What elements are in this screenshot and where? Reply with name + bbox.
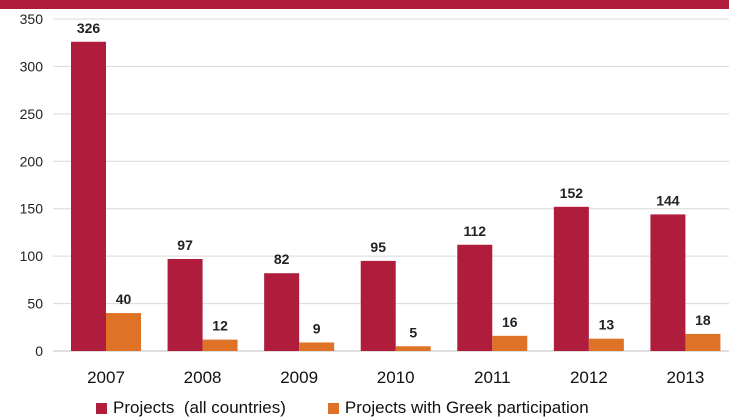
data-label-2010-series-1: 5 [409,324,417,340]
data-label-2010-series-0: 95 [370,239,386,255]
legend: Projects (all countries) Projects with G… [96,397,631,419]
y-tick-label-250: 250 [20,106,44,122]
bar-2008-series-0 [167,258,203,351]
data-label-2011-series-1: 16 [502,314,518,330]
y-tick-label-350: 350 [20,11,44,27]
data-label-2012-series-1: 13 [599,317,615,333]
data-label-2007-series-0: 326 [77,20,101,36]
y-tick-label-100: 100 [20,248,44,264]
bar-2012-series-1 [588,338,624,351]
x-tick-label-2010: 2010 [377,368,415,387]
data-labels: 326 40 97 12 82 9 95 5 112 16 152 13 144 18 [77,20,711,340]
data-label-2013-series-0: 144 [656,192,680,208]
data-label-2007-series-1: 40 [116,291,132,307]
y-tick-label-200: 200 [20,153,44,169]
data-label-2009-series-1: 9 [313,320,321,336]
bar-2010-series-0 [360,260,396,351]
x-tick-label-2011: 2011 [474,368,511,387]
x-tick-label-2007: 2007 [87,368,125,387]
legend-swatch-greek-participation [327,402,339,414]
bars [71,41,721,351]
x-tick-label-2013: 2013 [667,368,705,387]
bar-2011-series-1 [492,335,528,351]
header-band [0,0,729,9]
y-tick-label-150: 150 [20,201,44,217]
data-label-2008-series-1: 12 [212,318,228,334]
bar-2013-series-1 [685,333,721,351]
bar-2012-series-0 [553,206,589,351]
x-tick-label-2009: 2009 [280,368,318,387]
x-tick-label-2012: 2012 [570,368,608,387]
legend-item-all-countries: Projects (all countries) [96,398,286,418]
legend-item-greek-participation: Projects with Greek participation [327,398,589,418]
bar-2007-series-1 [106,313,141,351]
bar-2013-series-0 [650,214,686,351]
data-label-2013-series-1: 18 [695,312,711,328]
legend-swatch-all-countries [96,402,107,414]
y-tick-label-50: 50 [27,296,43,312]
data-label-2011-series-0: 112 [463,223,486,239]
bar-2011-series-0 [457,244,493,351]
y-tick-label-300: 300 [20,58,44,74]
data-label-2008-series-0: 97 [177,237,193,253]
bar-2008-series-1 [202,339,238,351]
data-label-2009-series-0: 82 [274,251,290,267]
legend-label-greek-participation: Projects with Greek participation [344,398,589,417]
gridlines [53,18,729,305]
y-tick-label-0: 0 [35,343,43,359]
bar-2009-series-0 [264,273,300,351]
data-label-2012-series-0: 152 [560,185,584,201]
bar-2007-series-0 [71,41,106,351]
x-axis: 2007 2008 2009 2010 2011 2012 2013 [87,368,704,387]
bar-2009-series-1 [299,342,335,351]
bar-2010-series-1 [395,346,431,351]
legend-label-all-countries: Projects (all countries) [113,398,286,417]
x-tick-label-2008: 2008 [184,368,222,387]
